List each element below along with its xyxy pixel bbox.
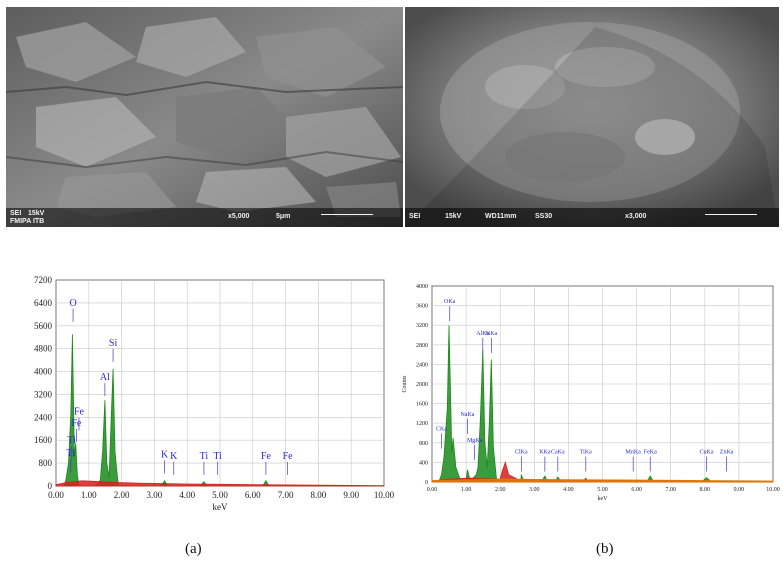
x-tick-label: 6.00 [631,487,642,493]
spectrum-series [431,478,774,483]
sem-info-bar-b: SEI 15kV WD11mm SS30 x3,000 [405,208,779,227]
sem-texture-b [405,7,779,227]
y-tick-label: 7200 [34,275,53,285]
peak-label: KKa [539,450,551,456]
peak-label: MnKa [626,450,642,456]
y-tick-label: 800 [39,458,53,468]
x-tick-label: 0.00 [427,487,438,493]
x-tick-label: 5.00 [212,490,228,500]
peak-label: ClKa [515,450,528,456]
x-tick-label: 0.00 [48,490,64,500]
sem-scale-label: 5μm [276,213,291,220]
sem-lab-label: FMIPA ITB [10,218,45,225]
y-tick-label: 1200 [416,421,428,427]
peak-label: O [69,298,76,309]
spectrum-series [55,480,385,487]
sem-voltage-label: 15kV [28,210,45,217]
eds-chart-a-svg: 0.00 1.00 2.00 3.00 4.00 5.00 6.00 7.00 8.00 9.00… [34,275,395,512]
x-tick-label: 8.00 [700,487,711,493]
x-tick-label: 9.00 [343,490,359,500]
y-tick-label: 4800 [34,344,53,354]
eds-chart-b-svg: 0.00 1.00 2.00 3.00 4.00 5.00 6.00 7.00 8.00 9.00… [402,284,780,502]
peak-label: AlKa [476,331,489,337]
sem-mode-label: SEI [10,210,22,217]
y-tick-label: 3200 [34,389,53,399]
caption-b: (b) [596,541,614,557]
peak-label: FeKa [644,450,657,456]
y-tick-label: 0 [48,481,53,491]
peak-label: K [161,449,169,460]
caption-a: (a) [185,541,202,557]
y-axis-label: Counts [402,375,408,393]
x-tick-label: 8.00 [311,490,327,500]
x-tick-label: 4.00 [563,487,574,493]
y-tick-label: 800 [419,441,428,447]
x-axis-label: keV [213,502,228,512]
y-tick-label: 5600 [34,321,53,331]
y-tick-label: 2400 [34,412,53,422]
sem-spot-size-label: SS30 [535,213,553,220]
peak-label: MgKa [467,438,483,444]
peak-label: SiKa [485,331,497,337]
x-tick-label: 2.00 [114,490,130,500]
peak-label: K [170,451,178,462]
x-tick-label: 1.00 [461,487,472,493]
x-tick-label: 3.00 [147,490,163,500]
peak-label: ZnKa [720,450,734,456]
x-tick-label: 10.00 [374,490,395,500]
x-tick-label: 6.00 [245,490,261,500]
y-tick-label: 3200 [416,323,428,329]
peak-label: CuKa [700,450,714,456]
x-tick-label: 7.00 [665,487,676,493]
y-tick-label: 6400 [34,298,53,308]
peak-label: Fe [261,451,272,462]
x-tick-label: 1.00 [81,490,97,500]
sem-scale-bar [321,214,373,215]
peak-label: Ti [213,451,222,462]
x-tick-label: 10.00 [766,487,780,493]
y-tick-label: 2800 [416,343,428,349]
peak-label: Ti [200,451,209,462]
x-axis-label: keV [598,496,609,502]
sem-magnification-label: x3,000 [625,213,647,220]
sem-magnification-label: x5,000 [228,213,250,220]
x-tick-label: 2.00 [495,487,506,493]
peak-label: Ti [66,448,75,459]
peak-label: CKa [436,427,447,433]
x-tick-label: 5.00 [597,487,608,493]
y-tick-label: 4000 [34,367,53,377]
y-tick-label: 1600 [416,402,428,408]
sem-image-a: SEI 15kV FMIPA ITB x5,000 5μm [6,7,403,227]
peak-label: Al [100,372,110,383]
y-tick-label: 2400 [416,362,428,368]
x-tick-label: 7.00 [278,490,294,500]
sem-image-b: SEI 15kV WD11mm SS30 x3,000 [405,7,779,227]
x-tick-label: 9.00 [734,487,745,493]
eds-spectrum-b: 0.00 1.00 2.00 3.00 4.00 5.00 6.00 7.00 8.00 9.00… [400,268,783,522]
y-tick-label: 3600 [416,304,428,310]
peak-label: NaKa [460,412,474,418]
peak-label: OKa [444,299,456,305]
peak-label: TiKa [580,450,592,456]
x-tick-label: 4.00 [179,490,195,500]
peak-label: Fe [71,418,82,429]
y-tick-label: 4000 [416,284,428,290]
y-tick-label: 1600 [34,435,53,445]
sem-mode-label: SEI [409,213,421,220]
sem-working-distance-label: WD11mm [485,213,517,220]
y-tick-label: 0 [425,480,428,486]
peak-label: Fe [283,451,294,462]
x-tick-label: 3.00 [529,487,540,493]
sem-info-bar-a: SEI 15kV FMIPA ITB x5,000 5μm [6,208,403,227]
eds-spectrum-a: 0.00 1.00 2.00 3.00 4.00 5.00 6.00 7.00 8.00 9.00… [28,262,398,522]
sem-texture-a [6,7,403,227]
y-tick-label: 400 [419,460,428,466]
sem-scale-bar [705,214,757,215]
peak-label: Si [109,338,118,349]
peak-label: CaKa [551,450,565,456]
peak-label: Ti [67,435,76,446]
sem-voltage-label: 15kV [445,213,462,220]
y-tick-label: 2000 [416,382,428,388]
peak-label: Fe [74,406,85,417]
